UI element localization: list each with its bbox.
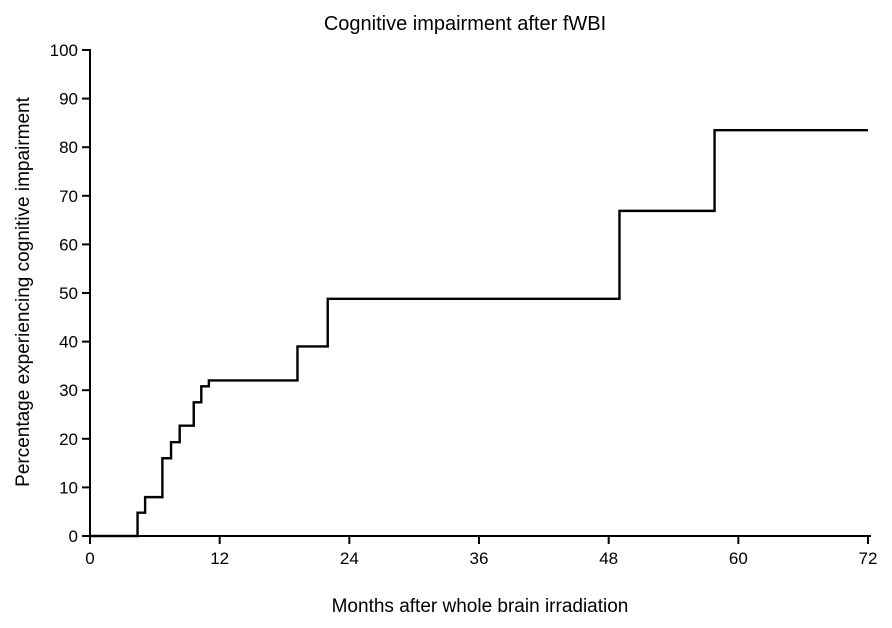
x-axis-title: Months after whole brain irradiation bbox=[332, 596, 629, 617]
y-tick-label: 80 bbox=[59, 138, 78, 157]
y-tick-label: 90 bbox=[59, 90, 78, 109]
x-tick-label: 12 bbox=[210, 549, 229, 568]
y-tick-label: 30 bbox=[59, 381, 78, 400]
chart-title: Cognitive impairment after fWBI bbox=[324, 13, 606, 35]
y-tick-label: 40 bbox=[59, 333, 78, 352]
y-tick-label: 100 bbox=[50, 41, 78, 60]
x-tick-label: 0 bbox=[85, 549, 94, 568]
y-tick-label: 0 bbox=[69, 527, 78, 546]
x-tick-label: 48 bbox=[599, 549, 618, 568]
cumulative-incidence-line bbox=[90, 128, 868, 538]
y-tick-label: 60 bbox=[59, 235, 78, 254]
y-tick-label: 50 bbox=[59, 284, 78, 303]
y-tick-label: 10 bbox=[59, 478, 78, 497]
x-tick-label: 60 bbox=[729, 549, 748, 568]
y-axis-ticks: 0 10 20 30 40 50 60 70 80 90 100 bbox=[50, 41, 90, 546]
x-axis-ticks: 0 12 24 36 48 60 72 bbox=[85, 536, 877, 568]
x-tick-label: 36 bbox=[470, 549, 489, 568]
x-tick-label: 72 bbox=[859, 549, 878, 568]
y-tick-label: 20 bbox=[59, 430, 78, 449]
y-axis-title: Percentage experiencing cognitive impair… bbox=[13, 96, 34, 486]
x-tick-label: 24 bbox=[340, 549, 359, 568]
y-tick-label: 70 bbox=[59, 187, 78, 206]
